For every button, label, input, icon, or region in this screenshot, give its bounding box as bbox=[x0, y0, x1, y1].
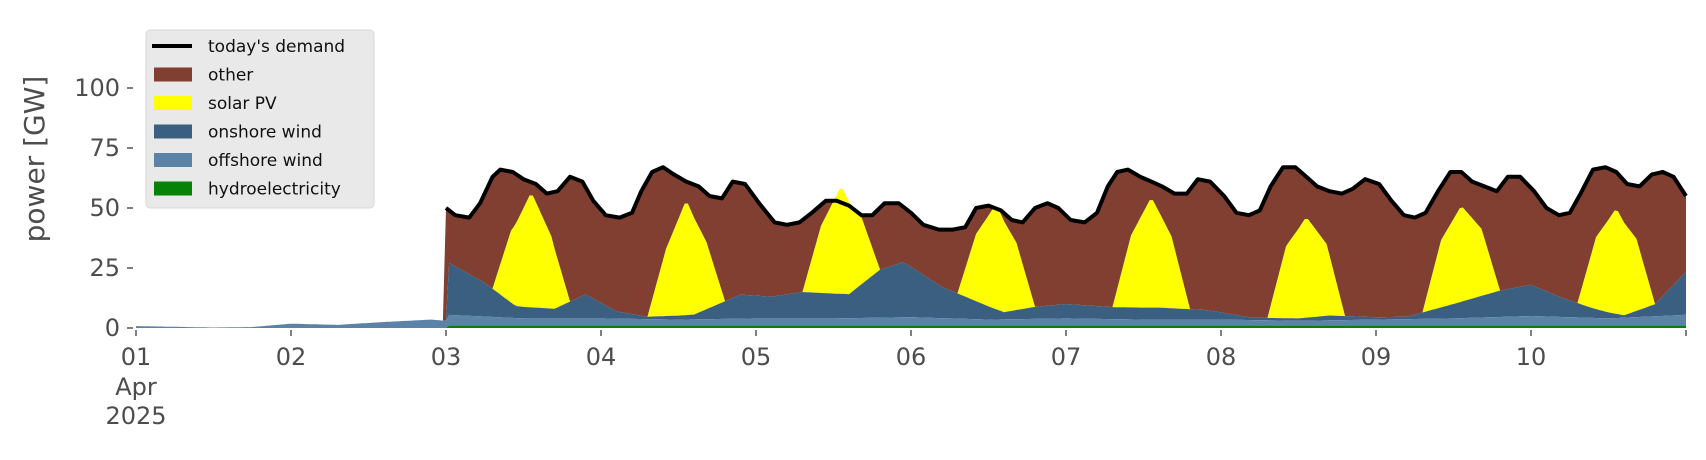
legend-item: solar PV bbox=[154, 94, 277, 114]
y-tick-label: 75 bbox=[89, 134, 120, 162]
demand-line-layer bbox=[444, 165, 1688, 232]
legend-swatch bbox=[154, 181, 192, 196]
legend-item: onshore wind bbox=[154, 123, 322, 143]
x-tick-label: 03 bbox=[431, 343, 462, 371]
x-tick-label: 09 bbox=[1361, 343, 1392, 371]
legend-swatch bbox=[154, 67, 192, 82]
area-offshore-wind bbox=[136, 314, 1686, 328]
area-layers bbox=[136, 167, 1686, 328]
legend-label: onshore wind bbox=[208, 123, 322, 143]
y-tick-label: 50 bbox=[89, 194, 120, 222]
area-solar-pv bbox=[136, 189, 1686, 328]
y-tick-label: 100 bbox=[74, 74, 120, 102]
legend: today's demand other solar PV onshore wind o… bbox=[145, 29, 375, 209]
x-tick-label: 07 bbox=[1051, 343, 1082, 371]
area-other bbox=[136, 167, 1686, 328]
legend-label: hydroelectricity bbox=[208, 180, 341, 200]
y-tick-label: 25 bbox=[89, 254, 120, 282]
legend-swatch bbox=[154, 96, 192, 110]
area-onshore-wind bbox=[136, 262, 1686, 328]
y-axis: 0 25 50 75 100 bbox=[74, 74, 133, 342]
x-tick-label-year: 2025 bbox=[105, 402, 166, 430]
x-tick-label-month: Apr bbox=[115, 373, 157, 401]
legend-label: today's demand bbox=[208, 37, 345, 57]
legend-item: today's demand bbox=[152, 37, 345, 57]
legend-box bbox=[145, 29, 375, 209]
legend-item: hydroelectricity bbox=[154, 180, 341, 200]
legend-item: other bbox=[154, 66, 253, 86]
legend-label: other bbox=[208, 66, 253, 86]
legend-label: offshore wind bbox=[208, 151, 323, 171]
demand-line bbox=[444, 165, 1688, 232]
legend-label: solar PV bbox=[208, 94, 277, 114]
x-tick-label: 02 bbox=[276, 343, 307, 371]
x-tick-label: 08 bbox=[1206, 343, 1237, 371]
x-tick-label: 04 bbox=[586, 343, 617, 371]
legend-swatch bbox=[154, 124, 192, 139]
x-tick-label: 05 bbox=[741, 343, 772, 371]
legend-item: offshore wind bbox=[154, 151, 323, 171]
x-tick-label: 01 bbox=[121, 343, 152, 371]
y-tick-label: 0 bbox=[105, 314, 120, 342]
x-tick-label: 10 bbox=[1516, 343, 1547, 371]
legend-swatch bbox=[154, 153, 192, 167]
y-axis-label: power [GW] bbox=[18, 76, 51, 243]
x-tick-label: 06 bbox=[896, 343, 927, 371]
area-hydroelectricity bbox=[136, 325, 1686, 328]
